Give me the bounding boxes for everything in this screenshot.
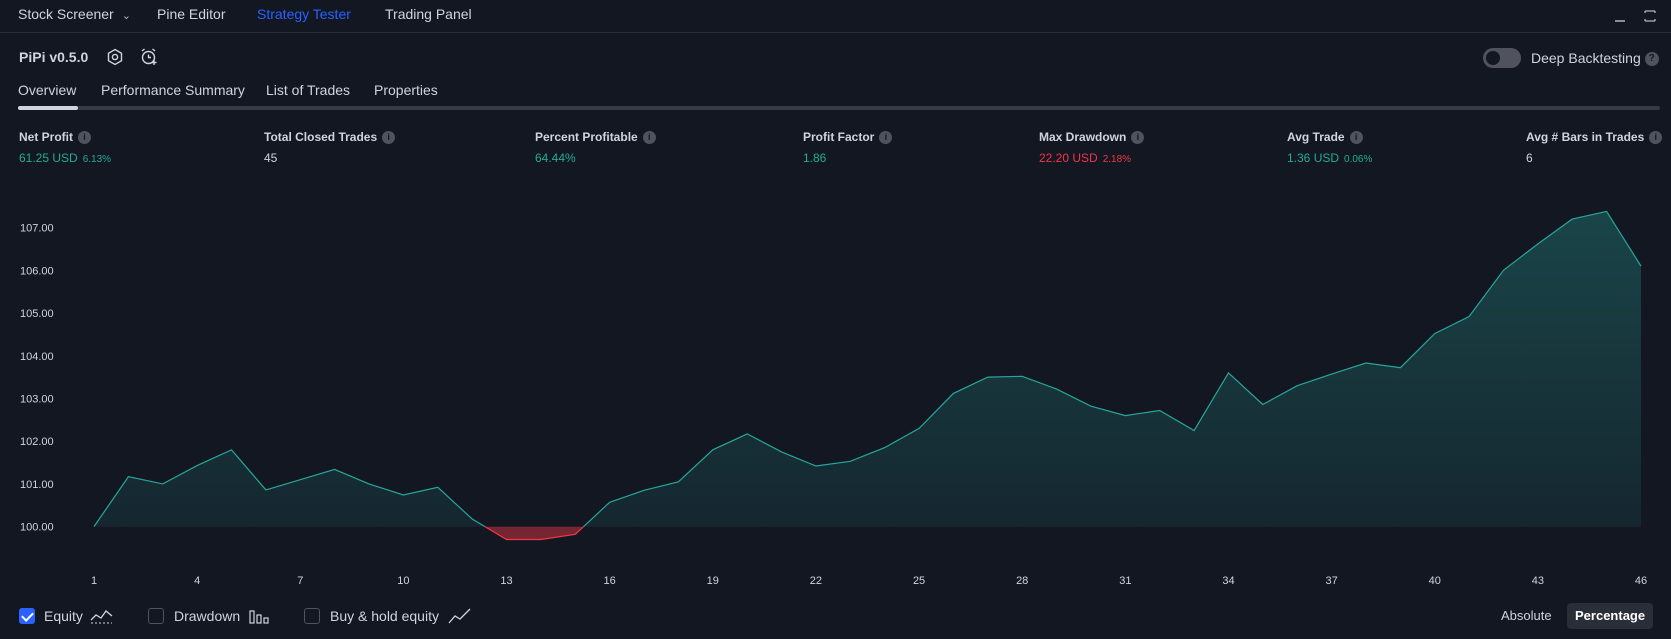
metric-label: Max Drawdown <box>1039 130 1127 144</box>
bottom-panel-tabs: Stock Screener ⌄ Pine Editor Strategy Tes… <box>0 0 1671 33</box>
tab-trading-panel[interactable]: Trading Panel <box>385 6 472 22</box>
y-tick-label: 107.00 <box>20 223 54 235</box>
tab-overview[interactable]: Overview <box>18 82 77 98</box>
metric-label: Net Profit <box>19 130 73 144</box>
absolute-button[interactable]: Absolute <box>1501 608 1552 623</box>
metric-profit-factor: Profit Factor i 1.86 <box>803 128 893 165</box>
info-icon[interactable]: i <box>1349 131 1363 144</box>
x-tick-label: 40 <box>1429 575 1441 587</box>
x-tick-label: 10 <box>397 575 409 587</box>
equity-checkbox[interactable] <box>19 608 35 624</box>
metric-label: Total Closed Trades <box>264 130 378 144</box>
percentage-button[interactable]: Percentage <box>1567 603 1654 629</box>
deep-backtesting: Deep Backtesting ? <box>1531 50 1659 67</box>
info-icon[interactable]: i <box>78 131 91 144</box>
tab-strategy-tester[interactable]: Strategy Tester <box>257 6 351 22</box>
help-icon[interactable]: ? <box>1644 52 1659 67</box>
y-tick-label: 103.00 <box>20 393 54 405</box>
active-tab-indicator <box>18 106 78 110</box>
equity-legend-icon <box>90 610 113 624</box>
metric-avg-trade: Avg Trade i 1.36 USD 0.06% <box>1287 128 1372 165</box>
metric-percent: 2.18% <box>1102 154 1132 165</box>
x-tick-label: 31 <box>1119 575 1131 587</box>
alert-clock-icon[interactable] <box>139 47 159 67</box>
equity-label: Equity <box>44 608 83 624</box>
toggle-knob <box>1486 51 1500 65</box>
metric-value: 22.20 USD <box>1039 151 1098 165</box>
x-tick-label: 13 <box>500 575 512 587</box>
deep-backtesting-label: Deep Backtesting <box>1531 50 1641 66</box>
x-tick-label: 25 <box>913 575 925 587</box>
tab-stock-screener-label: Stock Screener <box>18 6 114 22</box>
metric-label: Avg Trade <box>1287 130 1345 144</box>
info-icon[interactable]: i <box>382 131 396 144</box>
equity-area <box>94 211 1641 527</box>
equity-line <box>93 210 1642 527</box>
x-tick-label: 22 <box>810 575 822 587</box>
y-tick-label: 101.00 <box>20 479 54 491</box>
x-tick-label: 37 <box>1325 575 1337 587</box>
metric-max-drawdown: Max Drawdown i 22.20 USD 2.18% <box>1039 128 1145 165</box>
x-tick-label: 4 <box>194 575 200 587</box>
metric-value: 6 <box>1526 151 1533 165</box>
settings-icon[interactable] <box>105 47 125 67</box>
x-tick-label: 19 <box>707 575 719 587</box>
x-tick-label: 7 <box>297 575 303 587</box>
maximize-icon[interactable] <box>1642 8 1658 24</box>
minimize-icon[interactable] <box>1612 8 1628 24</box>
tab-stock-screener[interactable]: Stock Screener ⌄ <box>18 6 131 22</box>
metric-percent: 6.13% <box>82 154 112 165</box>
info-icon[interactable]: i <box>642 131 656 144</box>
metric-label: Profit Factor <box>803 130 875 144</box>
drawdown-label: Drawdown <box>174 608 241 624</box>
deep-backtesting-toggle[interactable] <box>1483 48 1521 68</box>
metric-value: 64.44% <box>535 151 576 165</box>
info-icon[interactable]: i <box>879 131 893 144</box>
drawdown-checkbox[interactable] <box>148 608 164 624</box>
tab-pine-editor[interactable]: Pine Editor <box>157 6 226 22</box>
x-tick-label: 16 <box>604 575 616 587</box>
equity-chart[interactable]: 107.00 106.00 105.00 104.00 103.00 102.00 101.… <box>0 176 1671 596</box>
metric-label: Percent Profitable <box>535 130 638 144</box>
metric-total-closed-trades: Total Closed Trades i 45 <box>264 128 396 165</box>
y-tick-label: 105.00 <box>20 308 54 320</box>
chevron-down-icon[interactable]: ⌄ <box>121 10 131 22</box>
x-tick-label: 34 <box>1222 575 1234 587</box>
metric-value: 1.36 USD <box>1287 151 1340 165</box>
tab-properties[interactable]: Properties <box>374 82 438 98</box>
x-tick-label: 28 <box>1016 575 1028 587</box>
buy-hold-equity-checkbox[interactable] <box>304 608 320 624</box>
metric-value: 45 <box>264 151 278 165</box>
tab-performance-summary[interactable]: Performance Summary <box>101 82 245 98</box>
metric-label: Avg # Bars in Trades <box>1526 130 1645 144</box>
info-icon[interactable]: i <box>1649 131 1663 144</box>
metric-net-profit: Net Profit i 61.25 USD 6.13% <box>19 128 111 165</box>
strategy-name: PiPi v0.5.0 <box>19 49 89 65</box>
y-tick-label: 104.00 <box>20 351 54 363</box>
metric-percent: 0.06% <box>1344 154 1373 165</box>
tab-list-of-trades[interactable]: List of Trades <box>266 82 351 98</box>
x-axis: 1 4 7 10 13 16 19 22 25 28 31 34 37 40 43 46 <box>91 575 1647 587</box>
drawdown-bars-icon <box>249 610 269 624</box>
y-tick-label: 102.00 <box>20 436 54 448</box>
metric-value: 61.25 USD <box>19 151 78 165</box>
x-tick-label: 46 <box>1635 575 1647 587</box>
y-tick-label: 106.00 <box>20 265 54 277</box>
metric-value: 1.86 <box>803 151 827 165</box>
tab-track <box>18 106 1660 110</box>
buy-hold-line-icon <box>448 608 471 624</box>
y-axis: 107.00 106.00 105.00 104.00 103.00 102.00 101.… <box>20 223 54 534</box>
buy-hold-equity-label: Buy & hold equity <box>330 608 439 624</box>
y-tick-label: 100.00 <box>20 522 54 534</box>
metric-percent-profitable: Percent Profitable i 64.44% <box>535 128 656 165</box>
x-tick-label: 1 <box>91 575 97 587</box>
x-tick-label: 43 <box>1532 575 1544 587</box>
info-icon[interactable]: i <box>1131 131 1145 144</box>
metric-avg-bars-in-trades: Avg # Bars in Trades i 6 <box>1526 128 1663 165</box>
